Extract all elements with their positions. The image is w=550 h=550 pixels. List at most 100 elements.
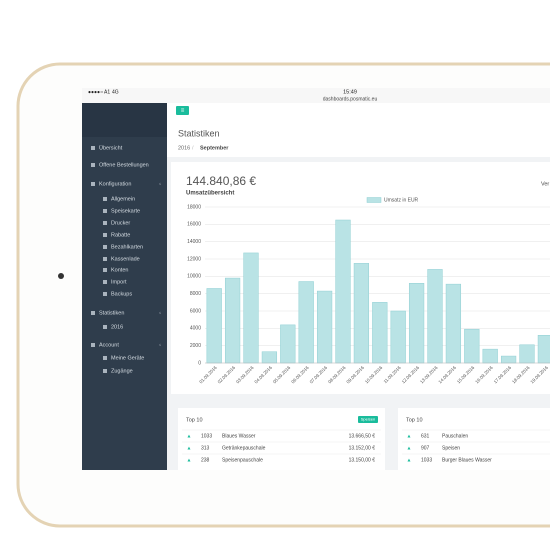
menu-icon	[103, 233, 107, 237]
trend-icon: ▲	[187, 433, 192, 439]
table-cell: 1033	[421, 457, 432, 463]
menu-item[interactable]: Rabatte	[111, 232, 130, 238]
table-title: Top 10	[406, 417, 423, 423]
badge[interactable]	[358, 416, 378, 423]
menu-item[interactable]: Konten	[111, 267, 128, 273]
bar	[280, 324, 296, 364]
menu-item[interactable]: Meine Geräte	[111, 355, 144, 361]
menu-item[interactable]: Offene Bestellungen	[99, 162, 149, 168]
menu-icon	[103, 280, 107, 284]
breadcrumb-year[interactable]: 2016	[178, 145, 190, 151]
menu-icon	[103, 221, 107, 225]
cut-label: Ver	[541, 181, 549, 187]
menu-item[interactable]: Zugänge	[111, 368, 133, 374]
table-cell: 13.150,00 €	[349, 457, 376, 463]
menu-icon	[91, 182, 95, 186]
table-cell: 1033	[201, 433, 212, 439]
menu-icon	[103, 245, 107, 249]
y-tick-label: 0	[198, 360, 201, 366]
menu-icon: ≡	[181, 108, 185, 114]
table-cell: 13.666,50 €	[349, 433, 376, 439]
menu-item[interactable]: Kassenlade	[111, 256, 140, 262]
y-tick-label: 16000	[187, 222, 201, 228]
menu-item[interactable]: Speisekarte	[111, 208, 140, 214]
table-cell: 13.152,00 €	[349, 445, 376, 451]
page-header	[167, 103, 550, 157]
table-cell: Burger Blaues Wasser	[442, 457, 492, 463]
expand-arrow: ‹	[159, 181, 161, 187]
y-tick-label: 8000	[190, 291, 201, 297]
trend-icon: ▲	[187, 445, 192, 451]
bar	[445, 283, 462, 364]
tables: Top 10 Speisen ▲ 1033 Blaues Wasser 13.666,50…	[178, 408, 550, 470]
url[interactable]: dashboards.posmatic.eu	[323, 96, 378, 102]
chart-subtitle: Umsatzübersicht	[186, 191, 234, 197]
menu-icon	[103, 257, 107, 261]
menu-toggle[interactable]	[176, 106, 189, 115]
table-card	[178, 408, 385, 470]
menu-item[interactable]: Allgemein	[111, 196, 135, 202]
table-cell: Speisen	[442, 445, 460, 451]
table-cell: Getränkepauschale	[222, 445, 266, 451]
menu-icon	[103, 292, 107, 296]
menu-icon	[103, 268, 107, 272]
table-cell: Blaues Wasser	[222, 433, 256, 439]
menu-item[interactable]: Statistiken	[99, 310, 124, 316]
menu-icon	[103, 369, 107, 373]
bar	[298, 281, 314, 364]
bar	[335, 219, 351, 364]
table-cell: 313	[201, 445, 210, 451]
menu-item[interactable]: Konfiguration	[99, 181, 131, 187]
menu-item[interactable]: Account	[99, 342, 119, 348]
y-tick-label: 6000	[190, 308, 201, 314]
menu-icon	[91, 311, 95, 315]
bar	[408, 283, 425, 364]
menu-icon	[103, 209, 107, 213]
trend-icon: ▲	[187, 457, 192, 463]
trend-icon: ▲	[407, 433, 412, 439]
network: 4G	[112, 89, 119, 95]
bar	[427, 269, 443, 364]
menu-icon	[91, 163, 95, 167]
menu-item[interactable]: Übersicht	[99, 144, 123, 151]
bar	[316, 290, 333, 364]
y-tick-label: 4000	[190, 326, 201, 332]
legend-label: Umsatz in EUR	[384, 197, 419, 203]
bar	[372, 302, 388, 364]
status-bar	[82, 88, 550, 103]
bar	[464, 328, 480, 364]
bar	[224, 277, 241, 364]
y-tick-label: 14000	[187, 239, 201, 245]
y-tick-label: 18000	[187, 204, 201, 210]
table-cell: 631	[421, 433, 430, 439]
menu-icon	[91, 343, 95, 347]
breadcrumb-sep: /	[192, 145, 194, 151]
legend-swatch	[366, 197, 382, 203]
trend-icon: ▲	[407, 457, 412, 463]
signal: ●●●●○	[88, 89, 103, 95]
page-title: Statistiken	[178, 128, 220, 138]
y-tick-label: 12000	[187, 256, 201, 262]
menu-item[interactable]: Backups	[111, 291, 132, 297]
bar	[243, 252, 259, 364]
menu-icon	[103, 325, 107, 329]
menu-item[interactable]: 2016	[111, 324, 123, 330]
menu-item[interactable]: Import	[111, 279, 127, 285]
menu-item[interactable]: Drucker	[111, 220, 130, 226]
menu-item[interactable]: Bezahlkarten	[111, 244, 143, 250]
menu-icon	[103, 356, 107, 360]
breadcrumb-month: September	[200, 145, 229, 151]
bar	[482, 348, 498, 364]
table-cell: 238	[201, 457, 210, 463]
bar	[353, 263, 370, 364]
table-cell: 907	[421, 445, 430, 451]
trend-icon: ▲	[407, 445, 412, 451]
bar	[206, 288, 222, 364]
total: 144.840,86 €	[186, 174, 256, 188]
bar	[500, 355, 517, 364]
sidebar	[82, 103, 167, 470]
table-title: Top 10	[186, 417, 203, 423]
menu-icon	[91, 146, 95, 150]
